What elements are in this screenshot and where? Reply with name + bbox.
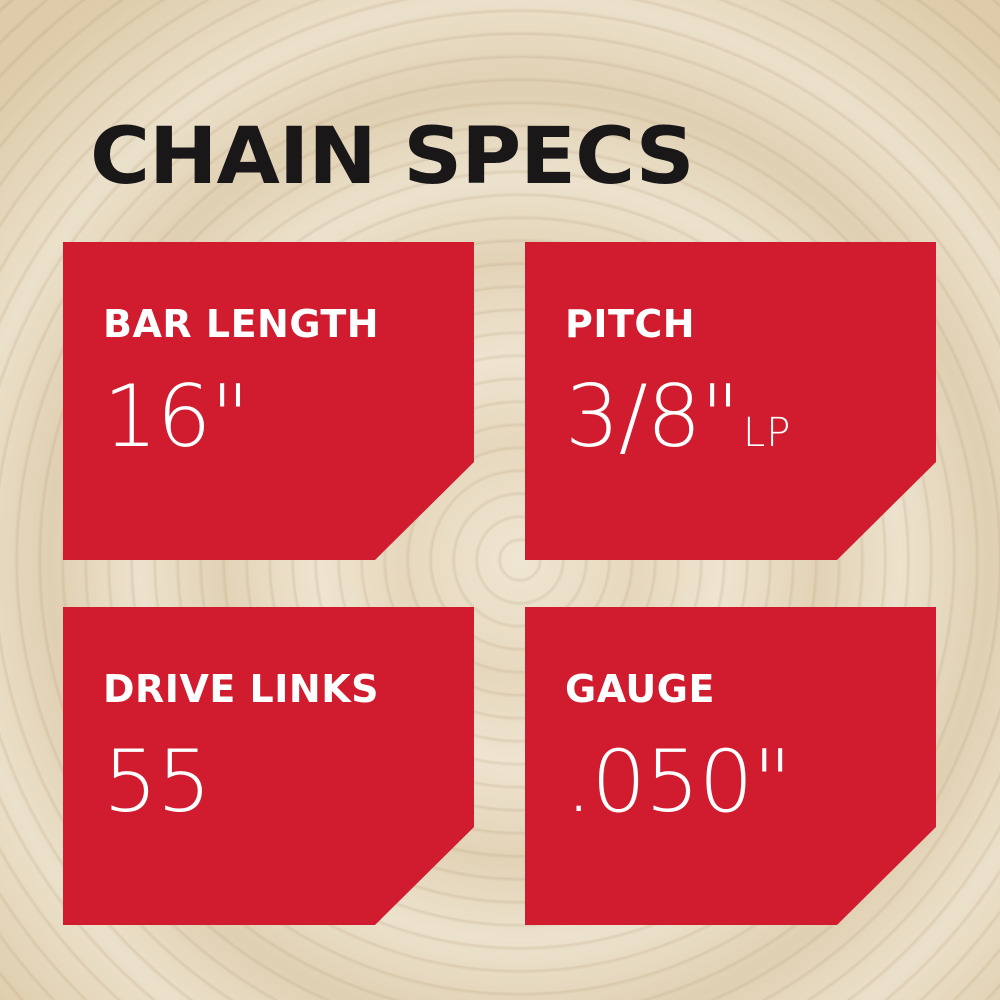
spec-card-pitch: PITCH 3/8" LP bbox=[525, 242, 936, 560]
spec-card-drive-links: DRIVE LINKS 55 bbox=[63, 607, 474, 925]
spec-value-text: 3/8" bbox=[565, 367, 740, 467]
spec-label: PITCH bbox=[565, 302, 696, 346]
spec-value: .050" bbox=[565, 732, 792, 832]
spec-label: BAR LENGTH bbox=[103, 302, 380, 346]
spec-value-text: 55 bbox=[103, 732, 211, 832]
spec-value-text: .050" bbox=[565, 732, 792, 832]
spec-label: DRIVE LINKS bbox=[103, 667, 380, 711]
spec-label: GAUGE bbox=[565, 667, 715, 711]
page-title: CHAIN SPECS bbox=[90, 112, 695, 202]
spec-card-bar-length: BAR LENGTH 16" bbox=[63, 242, 474, 560]
spec-card-gauge: GAUGE .050" bbox=[525, 607, 936, 925]
spec-value: 3/8" LP bbox=[565, 367, 791, 467]
spec-value: 55 bbox=[103, 732, 211, 832]
spec-value: 16" bbox=[103, 367, 250, 467]
spec-value-suffix: LP bbox=[742, 410, 792, 456]
spec-value-text: 16" bbox=[103, 367, 250, 467]
